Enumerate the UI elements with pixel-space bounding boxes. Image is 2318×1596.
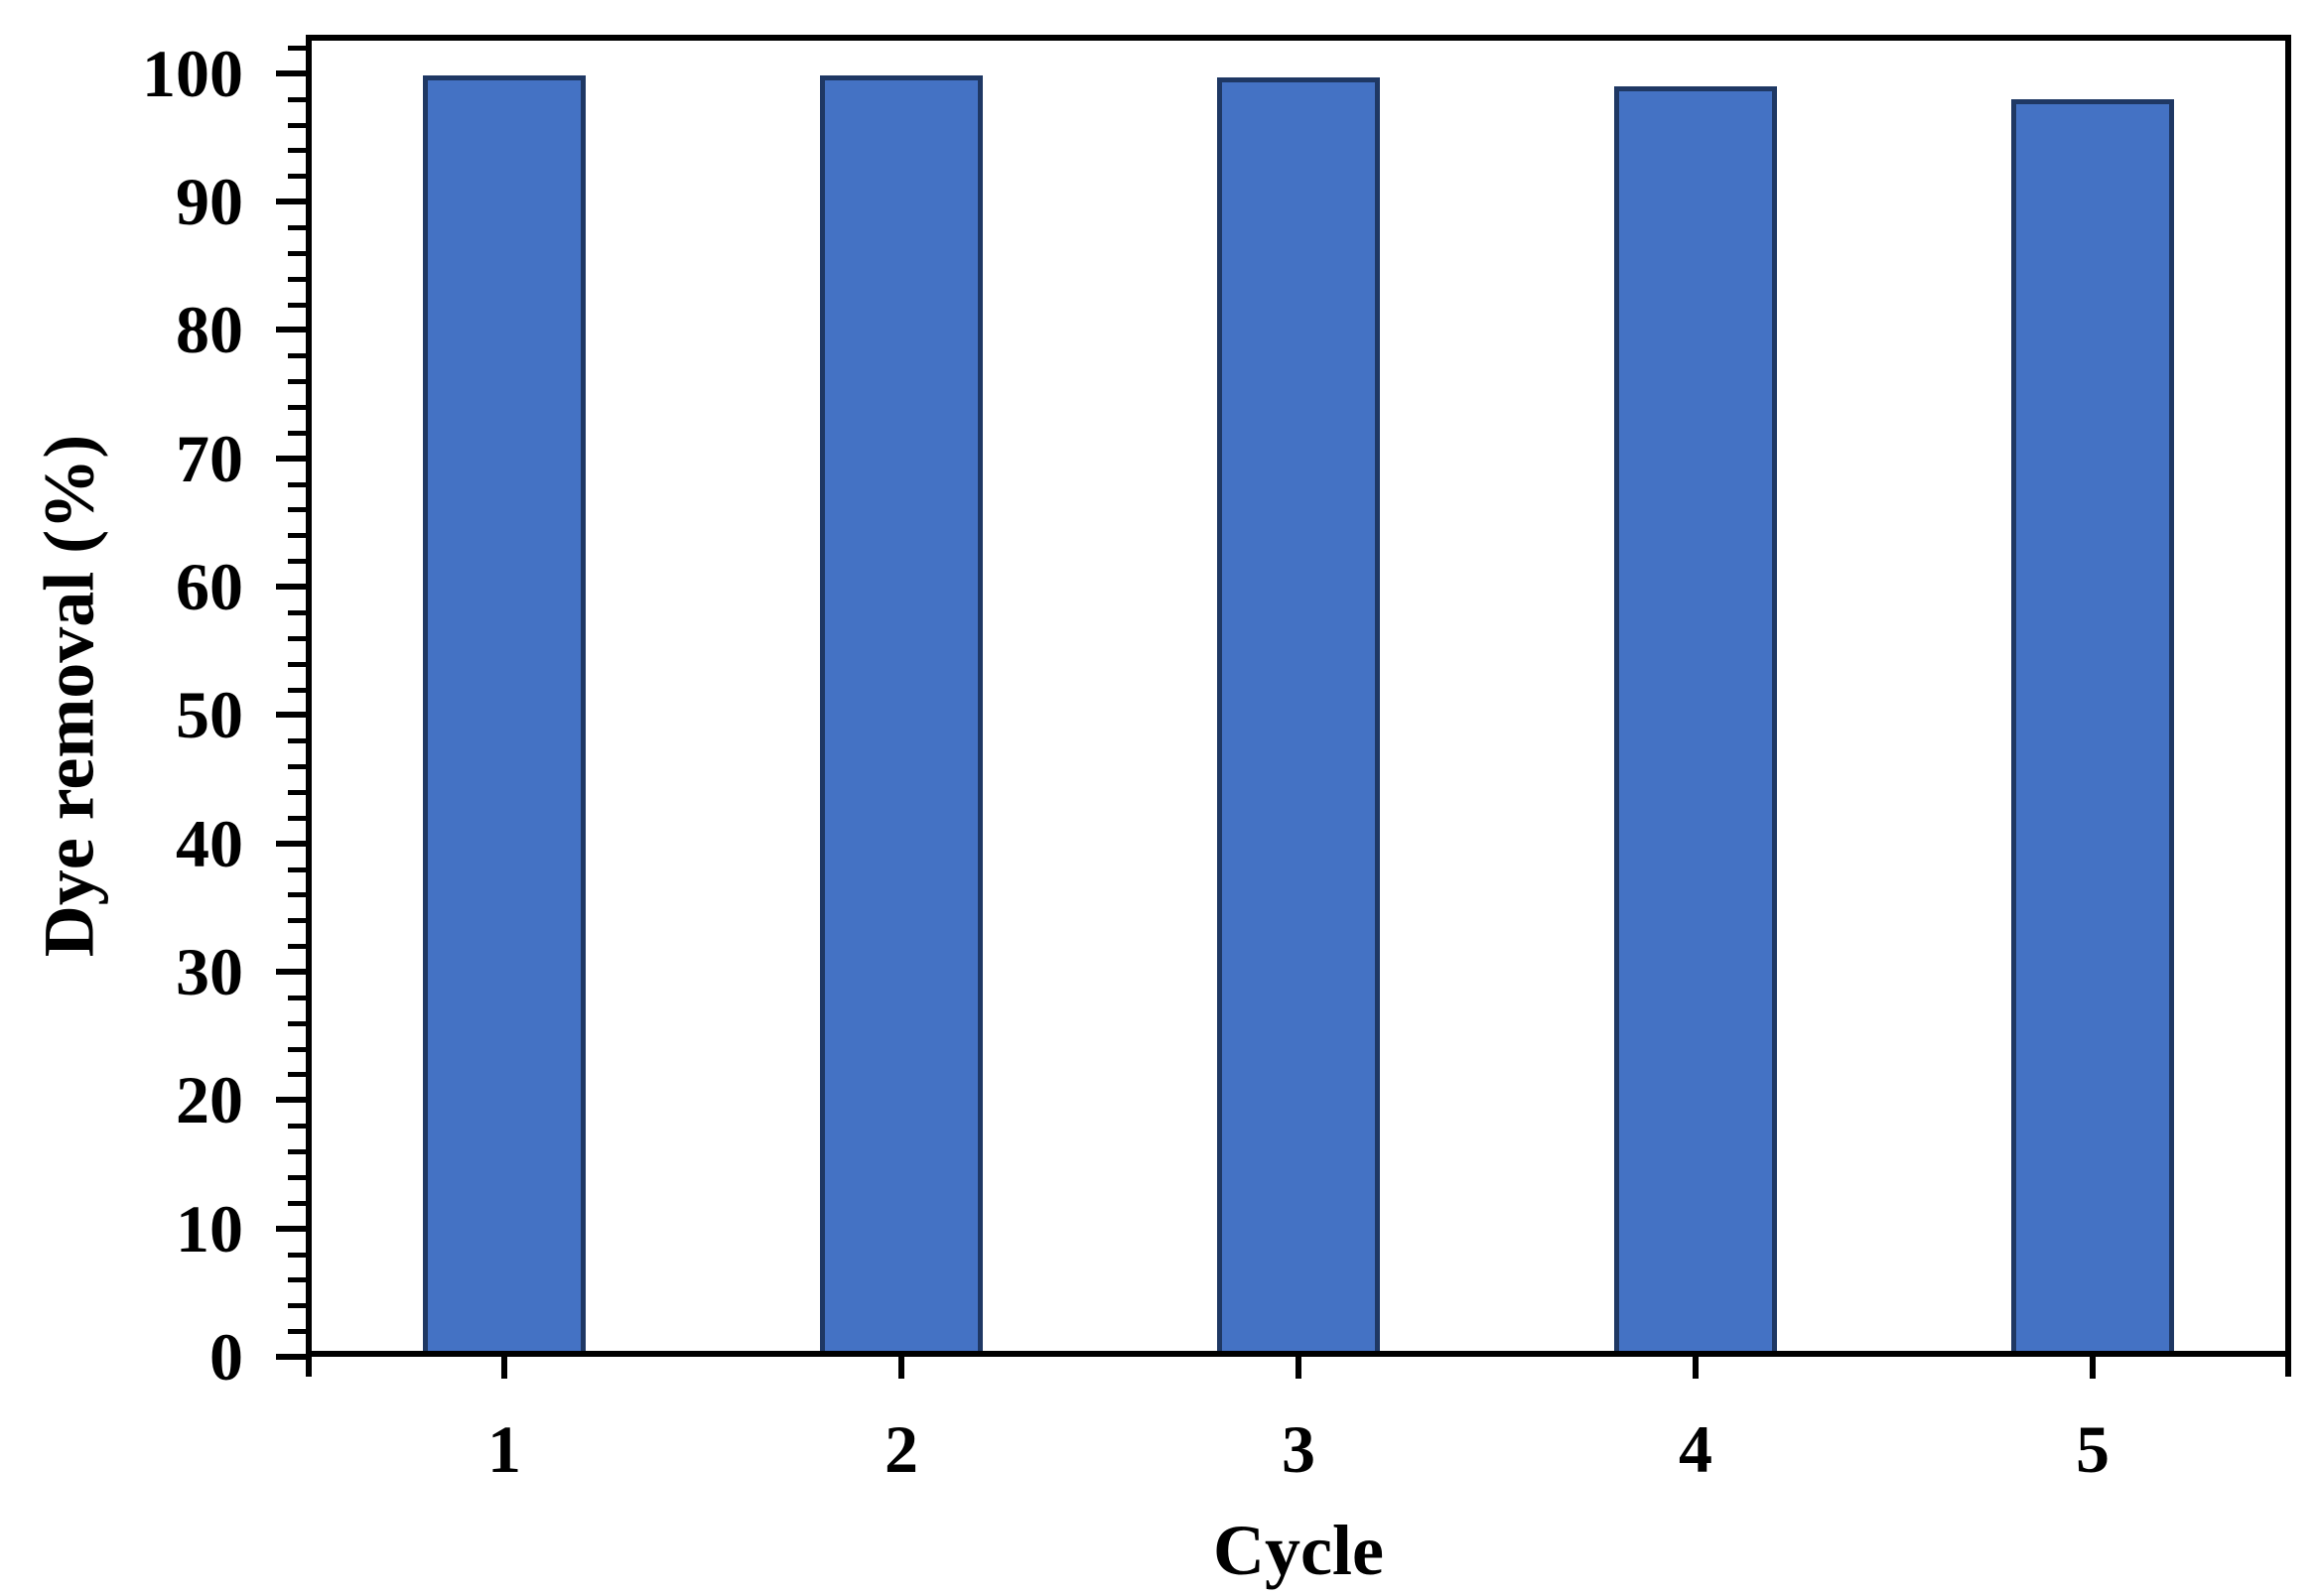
x-tick-label-3: 3 — [1282, 1411, 1315, 1487]
y-minor-tick-82 — [288, 302, 306, 308]
y-minor-tick-22 — [288, 1072, 306, 1078]
y-tick-label-0: 0 — [209, 1319, 243, 1395]
y-tick-label-100: 100 — [142, 35, 243, 111]
y-minor-tick-34 — [288, 918, 306, 924]
y-minor-tick-102 — [288, 45, 306, 51]
y-minor-tick-98 — [288, 96, 306, 102]
y-minor-tick-92 — [288, 174, 306, 180]
y-minor-tick-46 — [288, 764, 306, 770]
x-tick-1 — [501, 1357, 507, 1379]
y-major-tick-70 — [276, 455, 306, 462]
x-tick-3 — [1295, 1357, 1301, 1379]
y-minor-tick-94 — [288, 148, 306, 154]
y-minor-tick-84 — [288, 276, 306, 282]
y-minor-tick-24 — [288, 1046, 306, 1052]
x-tick-label-1: 1 — [487, 1411, 521, 1487]
y-minor-tick-52 — [288, 687, 306, 693]
bar-cycle-1 — [423, 75, 586, 1357]
y-tick-label-50: 50 — [176, 677, 243, 753]
y-minor-tick-16 — [288, 1149, 306, 1155]
y-minor-tick-54 — [288, 661, 306, 667]
y-minor-tick-86 — [288, 250, 306, 256]
y-minor-tick-48 — [288, 738, 306, 744]
y-major-tick-80 — [276, 327, 306, 333]
y-minor-tick-12 — [288, 1200, 306, 1206]
y-major-tick-30 — [276, 969, 306, 976]
x-tick-5 — [2090, 1357, 2096, 1379]
y-minor-tick-76 — [288, 379, 306, 385]
y-minor-tick-28 — [288, 995, 306, 1000]
plot-area — [306, 35, 2291, 1357]
y-minor-tick-66 — [288, 507, 306, 513]
y-tick-label-90: 90 — [176, 164, 243, 240]
bar-cycle-5 — [2011, 99, 2174, 1357]
y-tick-label-10: 10 — [176, 1190, 243, 1266]
y-minor-tick-96 — [288, 122, 306, 128]
x-axis-left-end-tick — [306, 1357, 312, 1377]
y-tick-label-30: 30 — [176, 934, 243, 1010]
y-minor-tick-42 — [288, 815, 306, 821]
x-tick-4 — [1693, 1357, 1699, 1379]
y-major-tick-20 — [276, 1097, 306, 1104]
y-minor-tick-74 — [288, 405, 306, 411]
y-minor-tick-18 — [288, 1124, 306, 1130]
y-minor-tick-32 — [288, 944, 306, 950]
y-minor-tick-8 — [288, 1252, 306, 1258]
y-major-tick-60 — [276, 584, 306, 591]
y-minor-tick-78 — [288, 353, 306, 359]
y-minor-tick-4 — [288, 1303, 306, 1309]
y-minor-tick-6 — [288, 1277, 306, 1283]
y-minor-tick-14 — [288, 1174, 306, 1180]
y-tick-label-80: 80 — [176, 292, 243, 368]
y-minor-tick-64 — [288, 533, 306, 539]
x-axis-title: Cycle — [1213, 1511, 1384, 1590]
y-major-tick-50 — [276, 712, 306, 719]
x-tick-label-4: 4 — [1679, 1411, 1712, 1487]
x-axis-right-end-tick — [2285, 1357, 2291, 1377]
bar-cycle-4 — [1614, 86, 1777, 1357]
y-minor-tick-88 — [288, 224, 306, 230]
y-major-tick-100 — [276, 69, 306, 76]
y-minor-tick-58 — [288, 609, 306, 615]
y-minor-tick-44 — [288, 789, 306, 795]
y-minor-tick-2 — [288, 1329, 306, 1335]
y-minor-tick-62 — [288, 559, 306, 565]
y-tick-label-70: 70 — [176, 420, 243, 496]
y-tick-label-60: 60 — [176, 549, 243, 625]
bar-cycle-3 — [1217, 77, 1380, 1357]
x-tick-label-5: 5 — [2076, 1411, 2110, 1487]
y-minor-tick-36 — [288, 892, 306, 898]
y-tick-label-40: 40 — [176, 805, 243, 881]
y-minor-tick-68 — [288, 481, 306, 487]
y-minor-tick-26 — [288, 1020, 306, 1026]
bar-cycle-2 — [820, 75, 983, 1357]
y-minor-tick-56 — [288, 635, 306, 641]
y-tick-label-20: 20 — [176, 1062, 243, 1138]
x-tick-label-2: 2 — [885, 1411, 918, 1487]
x-tick-2 — [898, 1357, 904, 1379]
y-minor-tick-72 — [288, 430, 306, 436]
y-minor-tick-38 — [288, 866, 306, 872]
y-major-tick-90 — [276, 199, 306, 205]
y-major-tick-40 — [276, 840, 306, 847]
y-major-tick-10 — [276, 1225, 306, 1232]
y-major-tick-0 — [276, 1354, 306, 1360]
